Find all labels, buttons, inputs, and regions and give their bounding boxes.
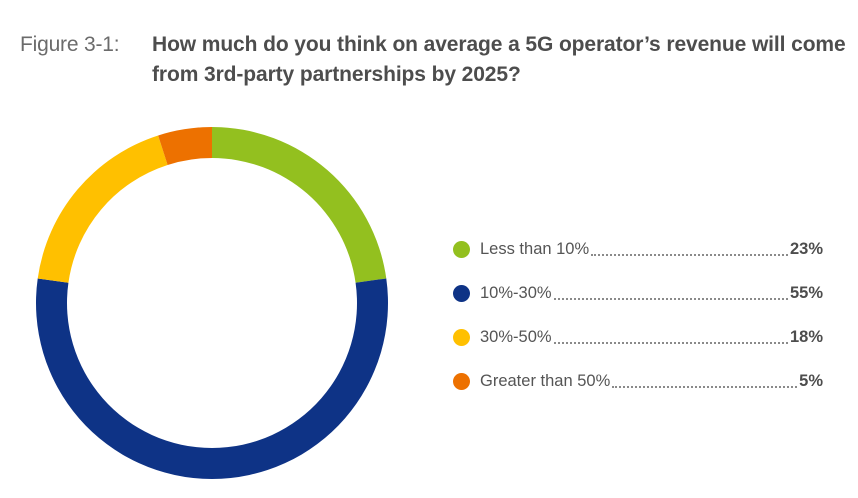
donut-slices: [35, 127, 388, 479]
legend-label: Less than 10%: [480, 239, 590, 258]
legend-value: 23%: [789, 239, 823, 258]
legend: Less than 10% 23% 10%-30% 55% 30%-50% 18…: [453, 227, 823, 403]
donut-slice-less-than-10: [212, 127, 387, 283]
legend-label: Greater than 50%: [480, 371, 611, 390]
legend-swatch: [453, 240, 470, 258]
figure-title: How much do you think on average a 5G op…: [152, 33, 846, 86]
legend-value: 5%: [799, 371, 823, 390]
leader-dots: [553, 298, 788, 300]
legend-item: Less than 10% 23%: [453, 227, 823, 271]
donut-slice-10-30: [35, 278, 388, 479]
legend-value: 18%: [789, 327, 823, 346]
legend-swatch: [453, 328, 470, 346]
leader-dots: [612, 386, 798, 388]
legend-item: 30%-50% 18%: [453, 315, 823, 359]
legend-swatch: [453, 284, 470, 302]
legend-item: 10%-30% 55%: [453, 271, 823, 315]
donut-slice-30-50: [37, 135, 168, 283]
figure-label: Figure 3-1:: [20, 33, 120, 56]
legend-swatch: [453, 372, 470, 390]
legend-label: 30%-50%: [480, 327, 552, 346]
leader-dots: [553, 342, 788, 344]
legend-item: Greater than 50% 5%: [453, 359, 823, 403]
legend-value: 55%: [789, 283, 823, 302]
donut-slice-greater-than-50: [158, 127, 212, 165]
legend-label: 10%-30%: [480, 283, 552, 302]
leader-dots: [591, 254, 788, 256]
